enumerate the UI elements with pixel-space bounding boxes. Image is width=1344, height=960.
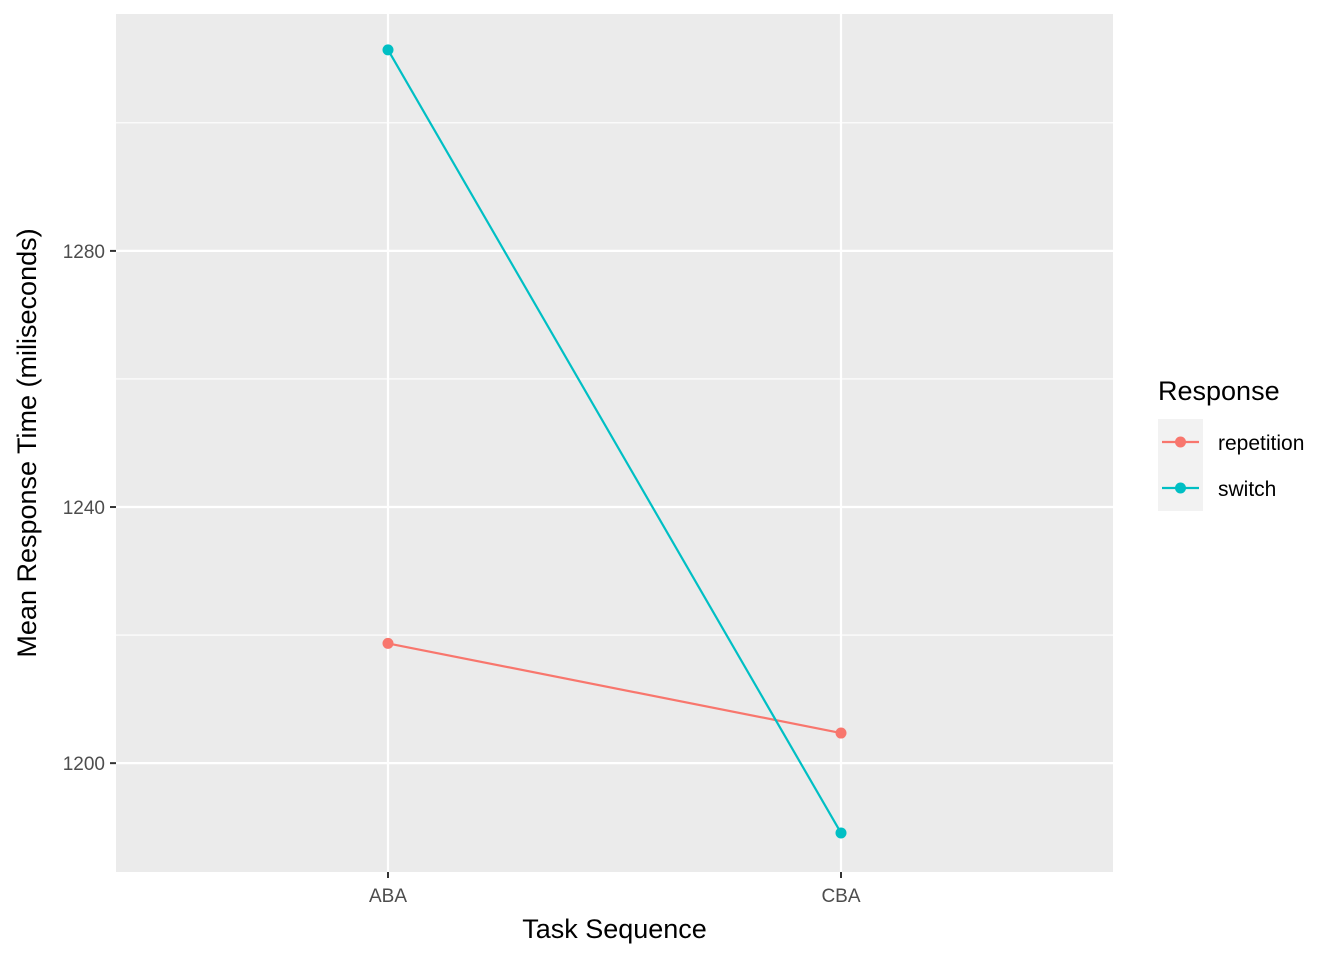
legend-label-switch: switch (1218, 478, 1276, 501)
y-axis-title: Mean Response Time (miliseconds) (12, 228, 42, 657)
series-layer (382, 44, 847, 839)
legend-key-point (1175, 482, 1186, 494)
legend-title: Response (1158, 376, 1280, 406)
y-tick-label: 1240 (63, 498, 105, 519)
legend-key-point (1175, 436, 1186, 448)
x-axis: ABA CBA (369, 872, 861, 907)
data-point-switch (382, 44, 394, 56)
x-tick-label: ABA (369, 886, 407, 907)
series-line-switch (387, 49, 842, 834)
data-point-repetition (382, 637, 394, 649)
data-point-switch (835, 827, 847, 839)
x-tick-label: CBA (821, 886, 860, 907)
legend-label-repetition: repetition (1218, 432, 1304, 455)
legend: Response repetition switch (1158, 376, 1304, 511)
minor-gridlines (116, 122, 1113, 636)
x-axis-title: Task Sequence (522, 914, 707, 944)
y-axis: 1200 1240 1280 (63, 242, 116, 775)
data-point-repetition (835, 727, 847, 739)
y-tick-label: 1280 (63, 242, 105, 263)
series-line-repetition (387, 642, 842, 735)
y-tick-label: 1200 (63, 754, 105, 775)
